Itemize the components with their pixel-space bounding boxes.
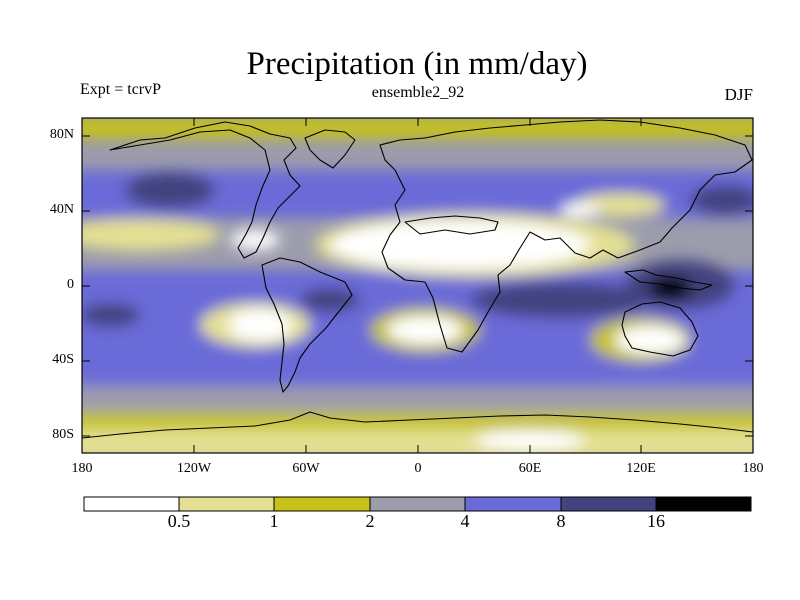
australia-dry-core <box>615 326 685 354</box>
coastlines <box>82 119 753 439</box>
colorbar-label-4: 4 <box>460 511 470 531</box>
colorbar-bin-2 <box>274 497 370 511</box>
lat-label-40n: 40N <box>49 202 74 217</box>
gulf-dry <box>230 230 280 250</box>
lon-label-0: 0 <box>414 461 422 476</box>
tibet-dry <box>560 203 600 217</box>
band-arctic <box>82 118 753 138</box>
indonesia-coast <box>624 269 713 291</box>
spac-dry-core <box>228 309 292 341</box>
colorbar-label-0-5: 0.5 <box>167 511 191 531</box>
colorbar-frame <box>83 496 752 512</box>
antarctic-dry <box>475 430 585 450</box>
season-label: DJF <box>724 85 753 104</box>
amazon-wet <box>300 288 360 312</box>
colorbar-label-16: 16 <box>647 511 665 531</box>
indian-ocean-wet <box>470 282 650 318</box>
lon-label-180w: 180 <box>71 461 93 476</box>
lon-label-120w: 120W <box>176 461 212 476</box>
colorbar-bin-4 <box>465 497 561 511</box>
band-antarctica <box>82 430 753 453</box>
ensemble-label: ensemble2_92 <box>371 84 465 101</box>
colorbar-bin-1 <box>179 497 274 511</box>
experiment-label: Expt = tcrvP <box>80 81 162 98</box>
sahara-dry-core <box>330 221 590 269</box>
colorbar-bin-3 <box>370 497 465 511</box>
greenland-coast <box>304 129 356 169</box>
colorbar-bin-5 <box>561 497 656 511</box>
colorbar-label-2: 2 <box>365 511 375 531</box>
nw-pacific-wet <box>690 185 753 215</box>
lon-label-120e: 120E <box>626 461 656 476</box>
lat-label-0: 0 <box>67 277 74 292</box>
eurasia-africa-coast <box>379 119 753 353</box>
axis-ticks <box>82 118 753 453</box>
colorbar <box>83 496 752 512</box>
lon-label-60e: 60E <box>518 461 542 476</box>
npac-subtropic-dry <box>82 219 220 251</box>
gulf-alaska-wet <box>125 172 215 208</box>
maritime-continent-peak <box>648 276 692 300</box>
australia-coast <box>621 301 699 357</box>
lat-label-80n: 80N <box>49 127 74 142</box>
lon-label-60w: 60W <box>292 461 320 476</box>
colorbar-label-1: 1 <box>269 511 279 531</box>
south-america-coast <box>261 257 353 393</box>
west-pacific-wet <box>82 303 140 327</box>
lat-label-80s: 80S <box>52 427 74 442</box>
band-southern-ocean <box>82 386 753 412</box>
mediterranean-coast <box>404 215 499 235</box>
colorbar-label-8: 8 <box>556 511 566 531</box>
map-title: Precipitation (in mm/day) <box>246 46 588 82</box>
north-america-coast <box>109 121 301 259</box>
lon-label-180e: 180 <box>742 461 764 476</box>
satl-dry-core <box>387 316 463 344</box>
antarctica-coast <box>82 411 753 439</box>
colorbar-bin-6 <box>656 497 751 511</box>
colorbar-bin-0 <box>84 497 179 511</box>
lat-label-40s: 40S <box>52 352 74 367</box>
precipitation-field <box>82 118 753 453</box>
